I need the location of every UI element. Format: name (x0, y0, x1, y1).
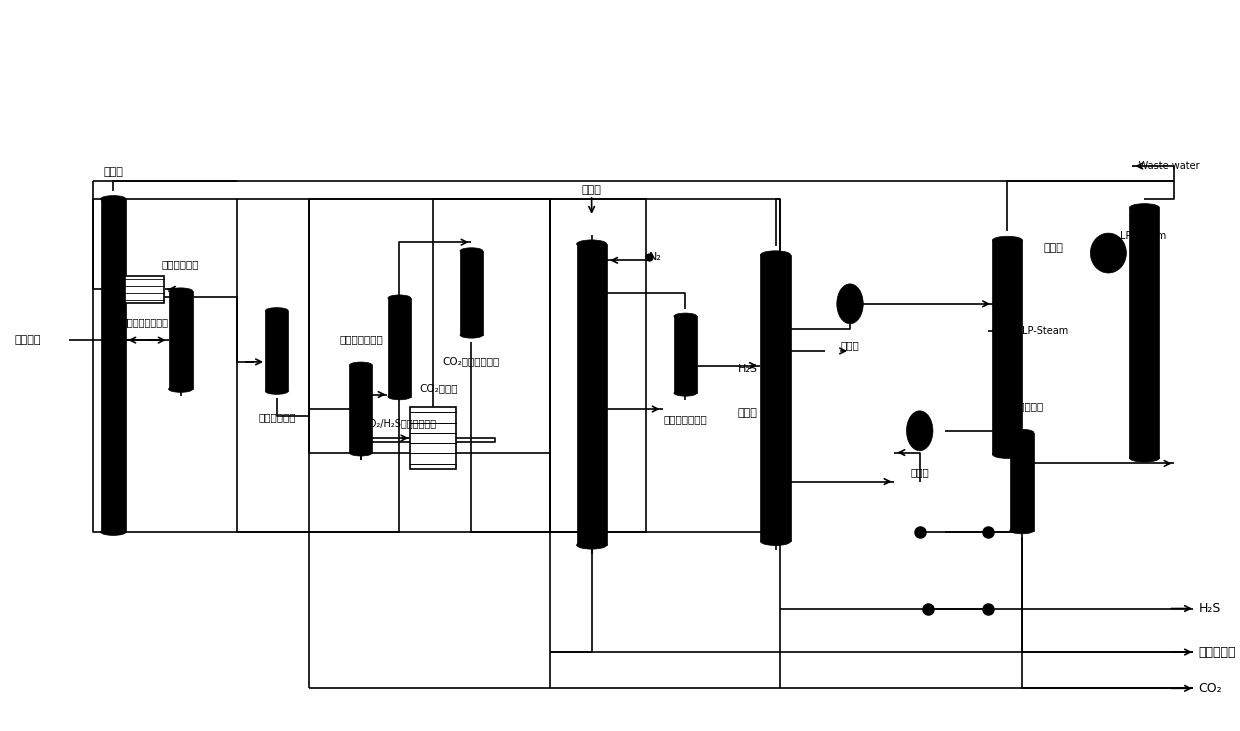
Ellipse shape (675, 313, 697, 319)
Ellipse shape (169, 386, 192, 393)
Ellipse shape (460, 248, 482, 254)
Ellipse shape (350, 450, 372, 456)
Bar (410, 407, 456, 469)
Ellipse shape (837, 284, 863, 324)
Text: 冷却器: 冷却器 (910, 466, 929, 477)
Ellipse shape (760, 251, 791, 259)
Ellipse shape (1009, 429, 1034, 436)
Text: 甲醇-水: 甲醇-水 (1132, 299, 1157, 308)
Text: CO₂冷凝器: CO₂冷凝器 (420, 383, 459, 393)
Ellipse shape (1009, 527, 1034, 534)
Text: - Waste water: - Waste water (1132, 161, 1200, 171)
Ellipse shape (675, 390, 697, 396)
Text: 第一气液分离器: 第一气液分离器 (339, 334, 383, 344)
Ellipse shape (1130, 454, 1159, 462)
Ellipse shape (169, 288, 192, 295)
Text: 原料气分离器: 原料气分离器 (162, 260, 200, 270)
Bar (350, 366, 372, 453)
Text: H₂S: H₂S (738, 364, 758, 374)
Text: 脱硫塔: 脱硫塔 (103, 167, 123, 177)
Text: CO₂: CO₂ (1199, 682, 1223, 695)
Text: 气液分离罐: 气液分离罐 (1012, 401, 1044, 411)
Ellipse shape (992, 450, 1023, 458)
Bar (675, 317, 697, 393)
Bar (460, 251, 482, 335)
Ellipse shape (906, 411, 932, 451)
Ellipse shape (992, 236, 1023, 244)
Text: 换热器: 换热器 (841, 340, 859, 349)
Text: LP-Steam: LP-Steam (1121, 232, 1167, 241)
Ellipse shape (577, 541, 606, 549)
Text: H₂S: H₂S (1199, 602, 1221, 615)
Text: CO₂富甲醇闪蒸器: CO₂富甲醇闪蒸器 (443, 357, 500, 366)
Ellipse shape (265, 388, 288, 394)
Text: 贫甲醇: 贫甲醇 (582, 185, 601, 195)
Ellipse shape (388, 295, 410, 301)
Bar (169, 291, 192, 389)
Bar (760, 255, 791, 542)
Text: 浓缩塔: 浓缩塔 (738, 408, 758, 417)
Text: 解吸塔: 解吸塔 (1044, 243, 1064, 253)
Text: 粗合成气: 粗合成气 (15, 335, 41, 345)
Ellipse shape (460, 332, 482, 338)
Text: 合成气循环压缩机: 合成气循环压缩机 (122, 318, 169, 327)
Bar (1009, 433, 1034, 531)
Ellipse shape (265, 308, 288, 314)
Ellipse shape (100, 529, 126, 535)
Text: 脱碳塔: 脱碳塔 (582, 254, 601, 264)
Bar (100, 199, 126, 532)
Ellipse shape (577, 240, 606, 248)
Text: 洁净合成气: 洁净合成气 (1199, 645, 1236, 659)
Text: N₂: N₂ (650, 251, 662, 262)
Ellipse shape (350, 362, 372, 368)
Bar (992, 240, 1023, 455)
Bar (265, 311, 288, 391)
Text: 分离塔: 分离塔 (1135, 335, 1154, 345)
Text: CO₂/H₂S富甲醇闪蒸器: CO₂/H₂S富甲醇闪蒸器 (362, 418, 436, 428)
Ellipse shape (388, 393, 410, 400)
Text: 合成气闪蒸器: 合成气闪蒸器 (258, 413, 295, 423)
Bar (577, 244, 606, 545)
Ellipse shape (760, 537, 791, 545)
Ellipse shape (1130, 204, 1159, 212)
Text: 半贫甲醇闪蒸器: 半贫甲醇闪蒸器 (663, 414, 707, 425)
Text: LP-Steam: LP-Steam (1022, 326, 1068, 336)
Ellipse shape (100, 196, 126, 202)
Bar (388, 298, 410, 397)
Bar (125, 276, 165, 303)
Ellipse shape (1090, 233, 1126, 273)
Bar (1130, 208, 1159, 458)
